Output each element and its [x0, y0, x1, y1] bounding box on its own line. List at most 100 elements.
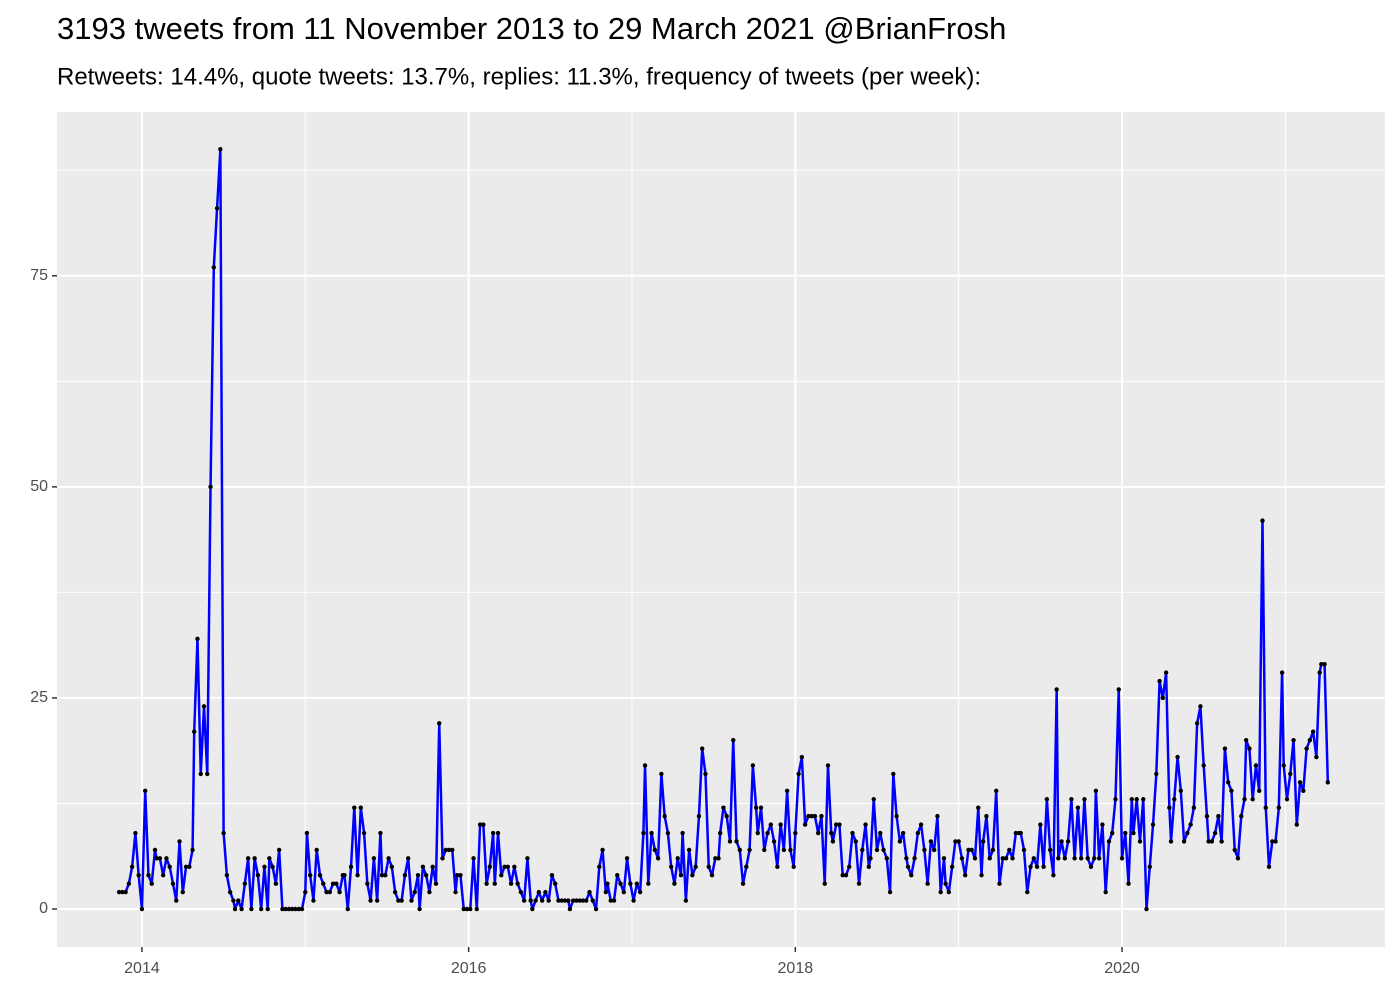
data-point [1069, 797, 1074, 802]
data-point [1209, 839, 1215, 844]
y-tick-label: 75 [30, 267, 48, 284]
data-point [1150, 822, 1156, 827]
data-point [521, 898, 527, 903]
data-point [665, 830, 671, 836]
data-point [994, 788, 999, 794]
data-point [1123, 830, 1128, 836]
data-point [167, 864, 172, 869]
data-point [368, 898, 373, 903]
data-point [1239, 813, 1244, 819]
data-point [249, 906, 254, 912]
data-point [123, 889, 128, 895]
data-point [1144, 906, 1149, 912]
data-point [700, 746, 705, 751]
data-point [1075, 805, 1081, 810]
data-point [608, 898, 613, 903]
data-point [863, 822, 868, 827]
data-point [262, 864, 267, 869]
data-point [495, 830, 501, 836]
data-point [430, 864, 435, 869]
x-tick-label: 2020 [1104, 960, 1140, 977]
data-point [577, 898, 582, 903]
data-point [758, 805, 764, 810]
data-point [296, 906, 301, 912]
data-point [847, 864, 852, 869]
data-point [806, 813, 811, 819]
y-tick-label: 0 [39, 900, 48, 917]
data-point [713, 856, 718, 861]
data-point [311, 898, 316, 903]
data-point [809, 813, 814, 819]
data-point [567, 906, 573, 912]
data-point [389, 864, 395, 869]
y-tick-label: 25 [30, 689, 48, 706]
data-point [1178, 788, 1184, 794]
data-point [192, 729, 197, 734]
data-point [348, 864, 354, 869]
data-point [543, 889, 548, 895]
data-point [365, 881, 370, 886]
data-point [355, 873, 360, 878]
data-point [956, 839, 961, 844]
data-point [716, 856, 721, 861]
data-point [396, 898, 401, 903]
y-tick-label: 50 [30, 478, 48, 495]
data-point [969, 847, 974, 853]
data-point [1297, 780, 1303, 785]
data-point [337, 889, 342, 895]
data-point [628, 881, 633, 886]
data-point [891, 771, 896, 777]
data-point [641, 830, 646, 836]
data-point [1198, 704, 1203, 709]
data-point [1319, 661, 1324, 667]
data-point [280, 906, 285, 912]
data-point [160, 873, 166, 878]
data-point [317, 873, 323, 878]
data-point [1172, 797, 1177, 802]
data-point [1294, 822, 1299, 827]
data-point [255, 873, 261, 878]
data-point [136, 873, 141, 878]
data-point [1129, 797, 1135, 802]
data-point [195, 636, 200, 642]
data-point [894, 813, 899, 819]
data-point [1157, 678, 1162, 684]
data-point [887, 889, 893, 895]
data-point [1131, 830, 1136, 836]
data-point [252, 856, 257, 861]
data-point [405, 856, 411, 861]
data-point [417, 906, 422, 912]
data-point [1113, 797, 1118, 802]
data-point [205, 771, 210, 777]
data-point [1263, 805, 1268, 810]
data-point [584, 898, 589, 903]
data-point [454, 873, 460, 878]
data-point [157, 856, 163, 861]
data-point [781, 847, 787, 853]
data-point [508, 881, 514, 886]
data-point [949, 864, 955, 869]
data-point [461, 906, 466, 912]
data-point [293, 906, 298, 912]
data-point [990, 847, 996, 853]
data-point [1163, 670, 1169, 675]
data-point [1137, 839, 1143, 844]
data-point [515, 881, 520, 886]
data-point [218, 146, 223, 152]
data-point [788, 847, 793, 853]
data-point [224, 873, 230, 878]
x-tick-label: 2018 [778, 960, 814, 977]
data-point [468, 906, 473, 912]
data-point [1279, 670, 1285, 675]
data-point [1291, 737, 1296, 743]
data-point [164, 856, 169, 861]
data-point [1219, 839, 1224, 844]
data-point [884, 856, 889, 861]
data-point [597, 864, 602, 869]
plot-panel [57, 112, 1385, 947]
data-point [1082, 797, 1087, 802]
data-point [530, 906, 535, 912]
data-point [481, 822, 486, 827]
data-point [433, 881, 439, 886]
data-point [634, 881, 640, 886]
